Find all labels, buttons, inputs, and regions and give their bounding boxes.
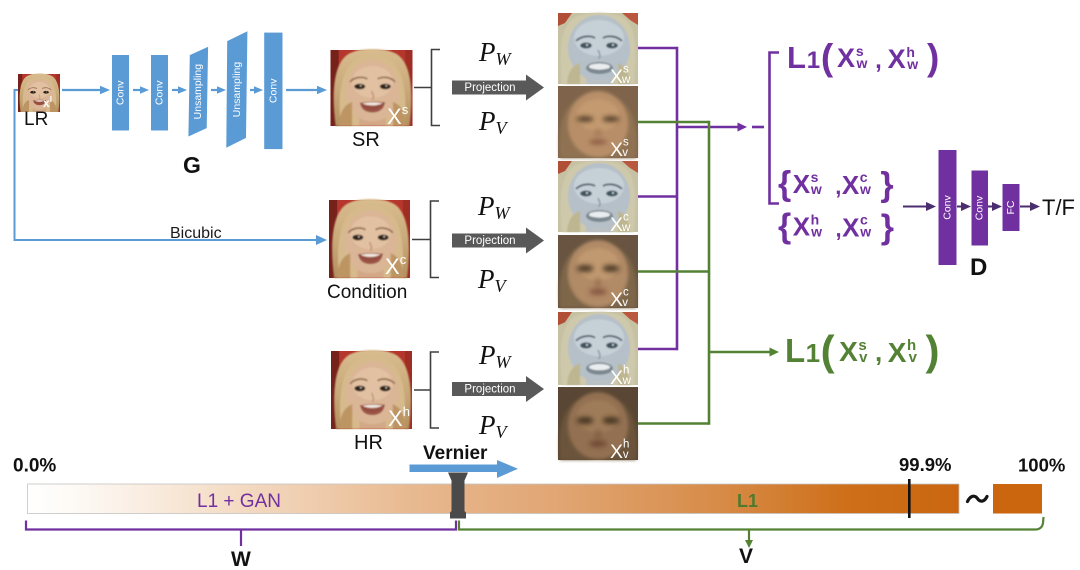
svg-text:L1(Xsv,Xhv): L1(Xs v, Xh v) [785, 327, 940, 374]
svg-text:Conv: Conv [974, 195, 986, 220]
svg-text:G: G [183, 152, 201, 178]
svg-text:LR: LR [24, 109, 48, 130]
svg-text:PV: PV [478, 106, 509, 138]
svg-text:Xsv: Xs v [610, 137, 629, 162]
svg-text:Unsampling: Unsampling [192, 64, 204, 120]
svg-text:HR: HR [354, 432, 383, 454]
svg-text:PW: PW [477, 191, 512, 223]
svg-text:0.0%: 0.0% [13, 456, 56, 477]
svg-text:Conv: Conv [115, 80, 127, 105]
svg-text:99.9%: 99.9% [899, 454, 951, 475]
svg-text:FC: FC [1005, 200, 1017, 214]
svg-text:W: W [231, 548, 251, 570]
svg-text:Condition: Condition [327, 282, 407, 303]
svg-text:L1: L1 [737, 491, 758, 511]
svg-text:PV: PV [477, 264, 508, 296]
svg-text:PW: PW [478, 340, 513, 372]
svg-text:Xhv: Xh v [610, 439, 629, 464]
svg-text:D: D [970, 254, 987, 281]
svg-text:Conv: Conv [154, 80, 166, 105]
svg-text:Unsampling: Unsampling [231, 62, 243, 118]
svg-text:Bicubic: Bicubic [170, 225, 222, 242]
svg-text:PV: PV [478, 410, 509, 442]
svg-text:Conv: Conv [267, 78, 279, 103]
svg-text:100%: 100% [1018, 455, 1065, 476]
svg-text:Vernier: Vernier [423, 443, 488, 464]
svg-text:L1(Xsw,Xhw): L1(Xs w, Xh w) [787, 37, 940, 78]
svg-text:Conv: Conv [942, 194, 954, 219]
svg-text:Xsw: Xs w [610, 64, 631, 89]
svg-text:L1 + GAN: L1 + GAN [197, 491, 281, 512]
svg-text:Xcw: Xc w [610, 212, 631, 237]
svg-text:Xcv: Xc v [610, 287, 629, 312]
svg-text:Projection: Projection [464, 82, 515, 94]
svg-text:Projection: Projection [464, 384, 515, 396]
svg-text:{Xhw,Xcw}: {Xh w ,Xc w} [778, 208, 894, 247]
svg-text:T/F: T/F [1042, 195, 1075, 220]
svg-text:Xhw: Xh w [610, 365, 632, 390]
svg-text:PW: PW [478, 37, 513, 69]
svg-text:V: V [739, 545, 753, 568]
svg-text:SR: SR [352, 129, 380, 151]
svg-text:{Xsw,Xcw}: {Xs w ,Xc w} [778, 165, 894, 204]
svg-text:xl: xl [43, 95, 52, 110]
svg-text:Projection: Projection [464, 235, 515, 247]
